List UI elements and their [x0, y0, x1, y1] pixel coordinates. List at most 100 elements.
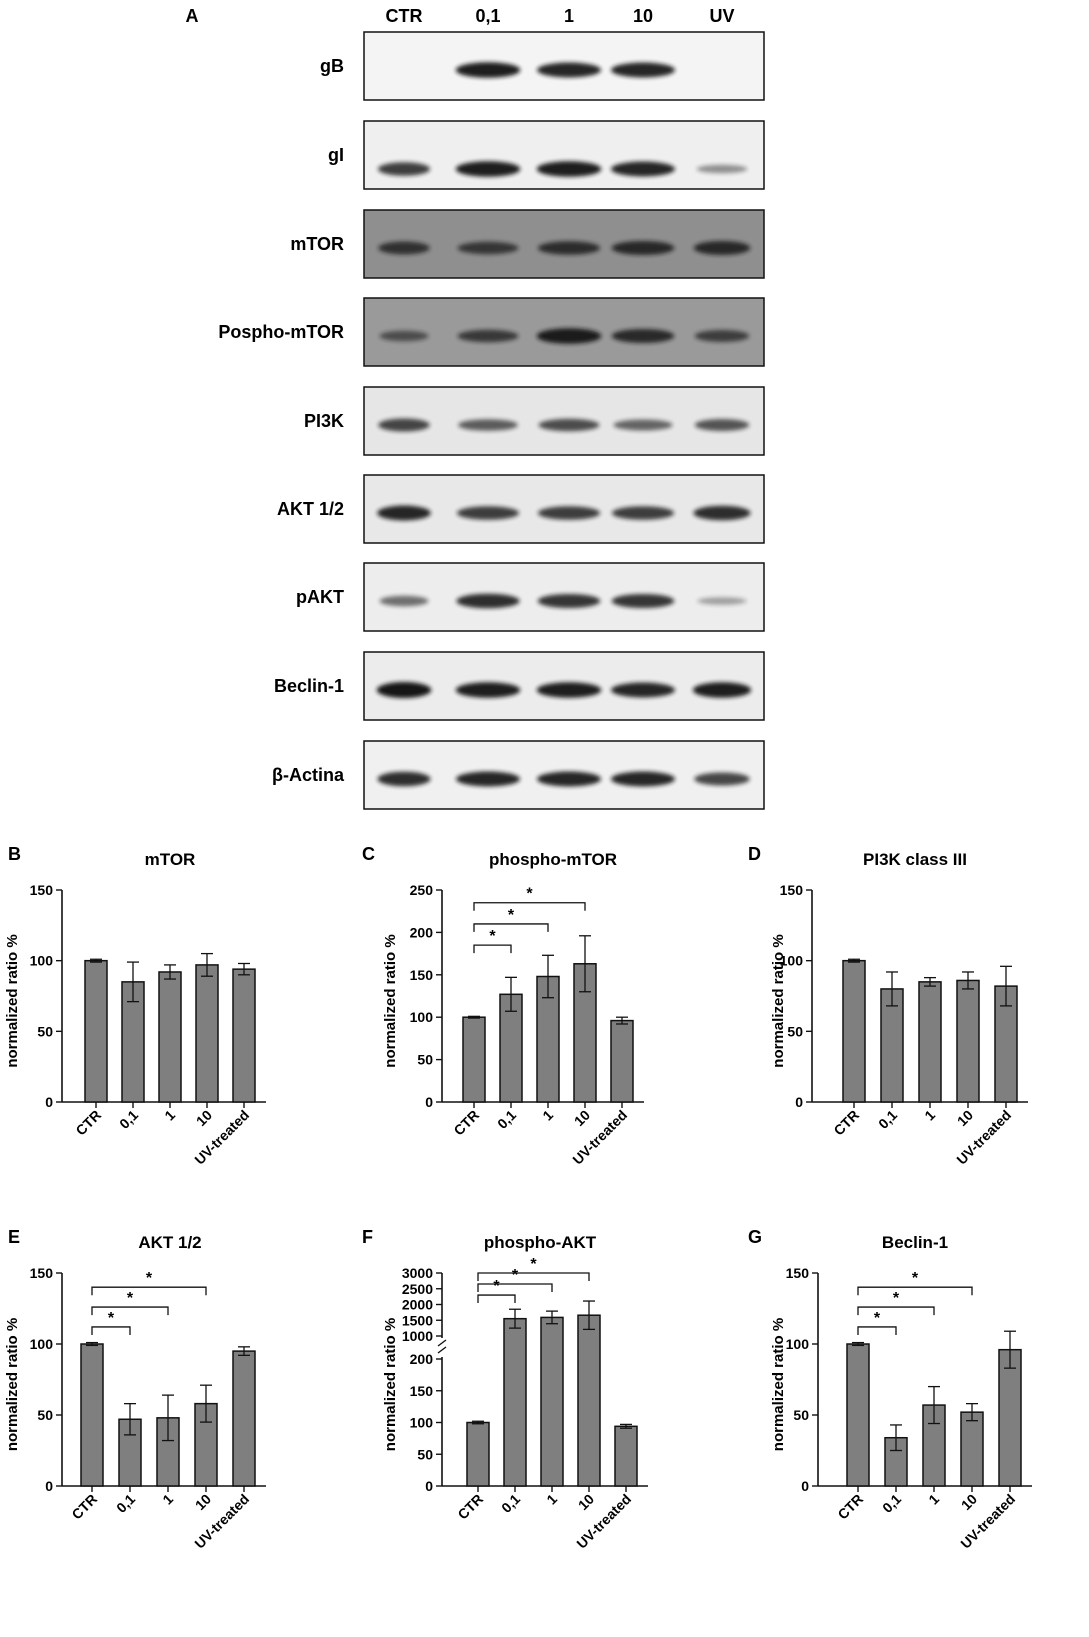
x-tick-label: CTR — [450, 1107, 482, 1139]
x-tick-label: 10 — [571, 1107, 593, 1129]
chart-title: PI3K class III — [863, 850, 967, 869]
x-tick-label: 0,1 — [875, 1107, 900, 1132]
x-tick-label: 10 — [954, 1107, 976, 1129]
blot-band — [693, 505, 751, 521]
blot-row-label: gI — [328, 145, 344, 165]
significance-bracket — [857, 1306, 935, 1316]
x-tick-label: 1 — [543, 1491, 560, 1508]
bar — [80, 1343, 104, 1487]
blot-band — [611, 771, 675, 787]
x-tick-label: 1 — [539, 1107, 556, 1124]
x-tick-label: CTR — [68, 1491, 100, 1523]
panel-letter: C — [362, 844, 375, 864]
blot-row-label: pAKT — [296, 587, 344, 607]
blot-band — [613, 419, 673, 431]
y-tick-label: 50 — [793, 1407, 809, 1423]
significance-bracket — [477, 1294, 516, 1304]
bar — [232, 1350, 256, 1487]
chart-title: Beclin-1 — [882, 1233, 948, 1252]
blot-band — [537, 771, 601, 787]
axis-break-mark — [437, 1346, 447, 1354]
blot-row-label: Pospho-mTOR — [218, 322, 344, 342]
x-tick-label: 0,1 — [498, 1491, 523, 1516]
y-axis-label: normalized ratio % — [4, 934, 21, 1067]
y-axis-label: normalized ratio % — [382, 1318, 399, 1451]
y-tick-label: 0 — [795, 1094, 803, 1110]
chart-title: phospho-mTOR — [489, 850, 617, 869]
blot-band — [455, 682, 521, 698]
lane-label: 10 — [633, 6, 653, 26]
significance-bracket — [473, 923, 549, 932]
significance-star: * — [526, 886, 533, 903]
y-tick-label: 100 — [786, 1336, 810, 1352]
chart-panel-e: E AKT 1/2 0 50 100 150 normalized ratio % CTR 0,… — [4, 1227, 266, 1552]
y-tick-label: 2500 — [402, 1281, 433, 1297]
y-tick-label: 50 — [787, 1023, 803, 1039]
y-axis-label: normalized ratio % — [770, 934, 787, 1067]
x-tick-label: 1 — [161, 1107, 178, 1124]
blot-band — [376, 682, 432, 698]
x-tick-label: CTR — [72, 1107, 104, 1139]
bar — [466, 1421, 490, 1487]
y-tick-label: 0 — [45, 1094, 53, 1110]
y-tick-label: 50 — [37, 1407, 53, 1423]
blot-band — [455, 161, 521, 177]
significance-bracket — [91, 1306, 169, 1316]
x-tick-label: 10 — [575, 1491, 597, 1513]
blot-band — [538, 418, 600, 432]
y-tick-label: 100 — [410, 1415, 434, 1431]
blot-band — [378, 241, 430, 255]
blot-band — [457, 241, 519, 255]
lane-label: 1 — [564, 6, 574, 26]
y-tick-label: 100 — [780, 953, 804, 969]
significance-bracket — [473, 902, 586, 911]
blot-band — [693, 241, 751, 255]
x-tick-label: 0,1 — [879, 1491, 904, 1516]
blot-band — [536, 161, 602, 177]
chart-title: AKT 1/2 — [138, 1233, 201, 1252]
blot-panel: A CTR 0,1 1 10 UV gB gI mTOR Pospho-mTOR PI3K AKT 1… — [186, 6, 765, 810]
bar — [462, 1016, 486, 1103]
blot-band — [694, 330, 750, 342]
axis-break-mark — [437, 1339, 447, 1347]
x-tick-label: 10 — [192, 1491, 214, 1513]
bar — [842, 959, 866, 1103]
blot-band — [377, 771, 431, 787]
y-axis-label: normalized ratio % — [382, 934, 399, 1067]
blot-band — [537, 594, 601, 608]
blot-band — [458, 419, 518, 431]
lane-label: CTR — [386, 6, 423, 26]
blot-band — [611, 329, 675, 343]
blot-band — [457, 506, 519, 520]
blot-band — [536, 682, 602, 698]
panel-letter-a: A — [186, 6, 199, 26]
blot-band — [379, 595, 429, 607]
blot-band — [377, 505, 431, 521]
bar — [960, 1411, 984, 1487]
blot-band — [611, 594, 675, 608]
y-tick-label: 100 — [30, 953, 54, 969]
x-tick-label: 10 — [958, 1491, 980, 1513]
significance-star: * — [912, 1270, 919, 1287]
blot-band — [457, 329, 519, 343]
blot-band — [611, 161, 675, 177]
significance-bracket — [857, 1326, 897, 1335]
x-tick-label: CTR — [830, 1107, 862, 1139]
y-tick-label: 50 — [417, 1052, 433, 1068]
significance-star: * — [893, 1290, 900, 1307]
y-tick-label: 200 — [410, 924, 434, 940]
y-tick-label: 0 — [425, 1094, 433, 1110]
bar — [614, 1425, 638, 1487]
significance-star: * — [508, 907, 515, 924]
significance-star: * — [108, 1310, 115, 1327]
y-tick-label: 3000 — [402, 1265, 433, 1281]
panel-letter: B — [8, 844, 21, 864]
blot-band — [697, 597, 747, 605]
blot-band — [378, 162, 430, 176]
y-tick-label: 150 — [30, 1265, 54, 1281]
significance-star: * — [530, 1256, 537, 1273]
y-tick-label: 0 — [425, 1478, 433, 1494]
blot-band — [611, 682, 675, 698]
